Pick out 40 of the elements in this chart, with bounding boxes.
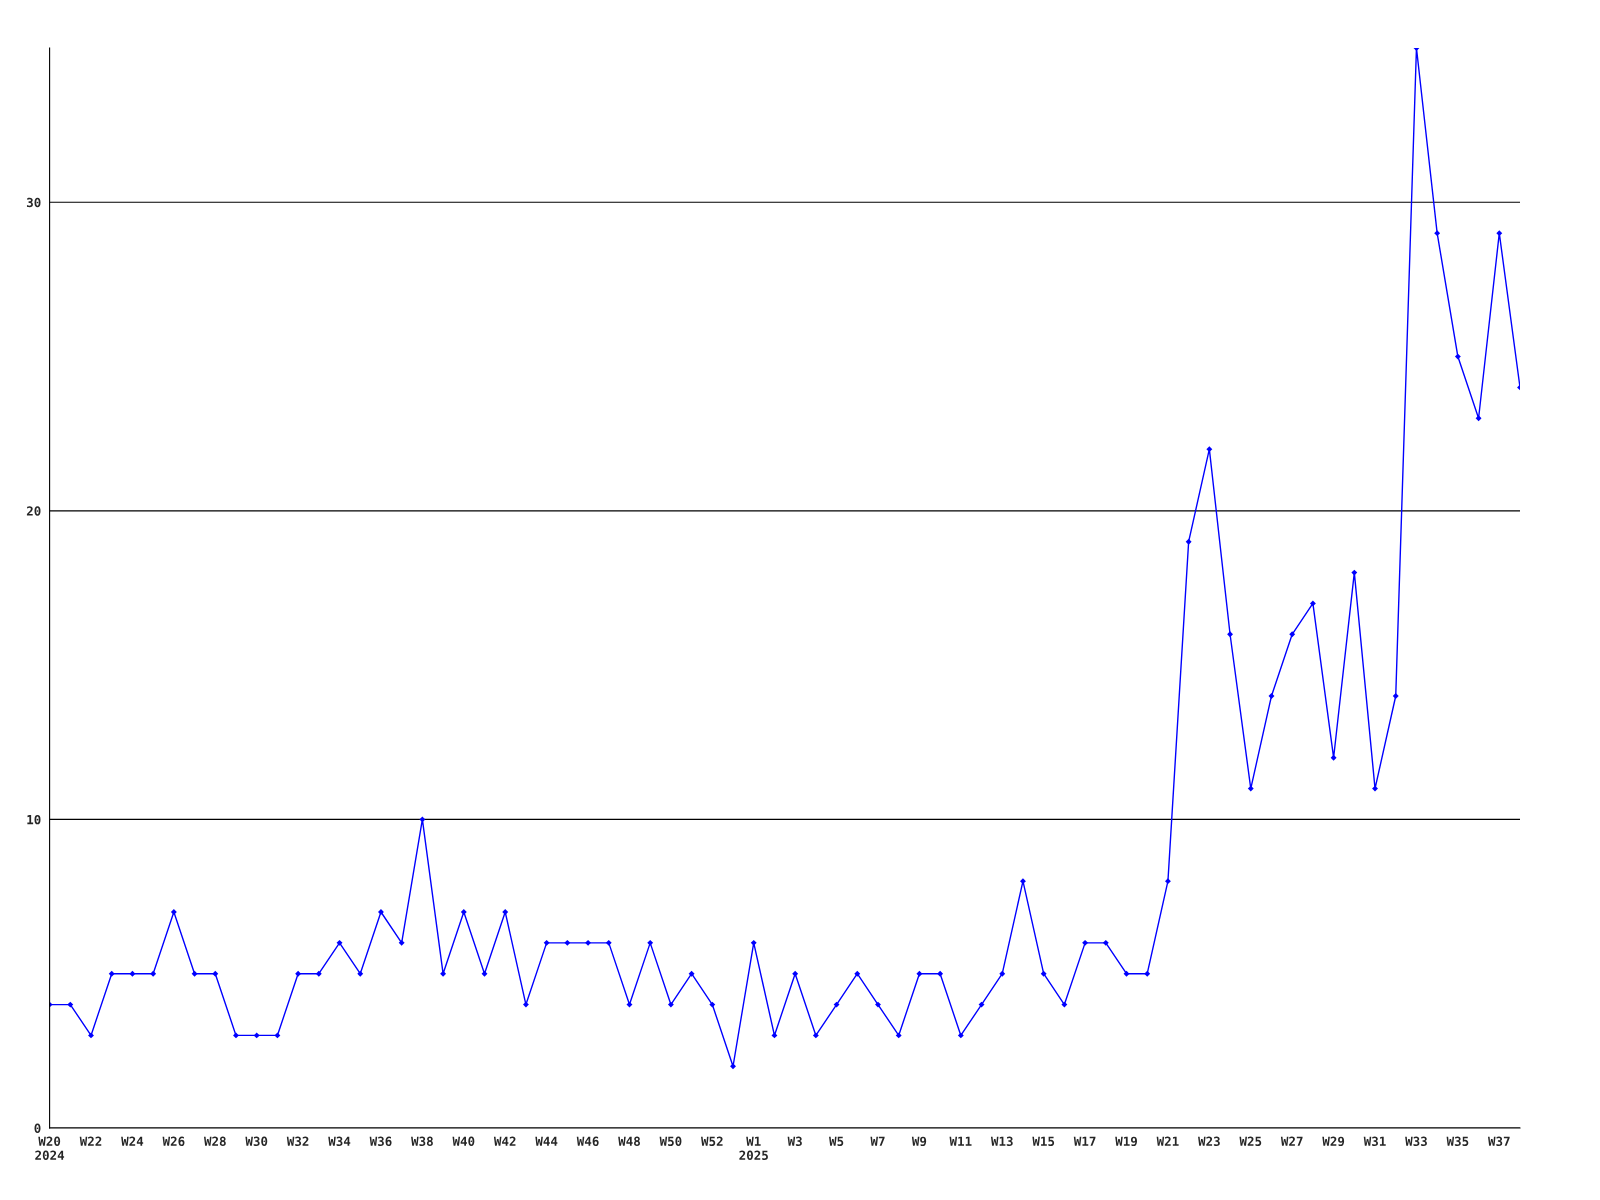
y-tick-label: 30 — [26, 197, 41, 208]
x-tick-label: W15 — [1032, 1136, 1055, 1147]
y-tick-label: 20 — [26, 506, 41, 516]
x-tick-label: W50 — [659, 1136, 682, 1147]
x-tick-label: W29 — [1322, 1136, 1345, 1147]
x-tick-label: W24 — [121, 1136, 144, 1146]
x-tick-label: W19 — [1115, 1136, 1137, 1147]
x-tick-label: W35 — [1446, 1136, 1469, 1147]
x-tick-label: W36 — [369, 1136, 392, 1147]
x-tick-label: W22 — [79, 1136, 102, 1146]
x-tick-label: W17 — [1073, 1136, 1096, 1146]
x-tick-label: W31 — [1363, 1136, 1386, 1147]
x-tick-label: W28 — [203, 1136, 226, 1147]
x-tick-label: W20 2024 — [35, 1136, 65, 1161]
x-tick-label: W46 — [576, 1136, 599, 1147]
y-tick-label: 0 — [34, 1123, 41, 1133]
x-tick-label: W38 — [411, 1136, 433, 1147]
x-tick-label: W23 — [1198, 1136, 1220, 1147]
x-tick-label: W13 — [990, 1136, 1013, 1147]
x-tick-label: W32 — [286, 1136, 309, 1147]
x-tick-label: W11 — [949, 1136, 972, 1146]
x-tick-label: W7 — [870, 1136, 885, 1146]
x-tick-label: W1 2025 — [739, 1136, 768, 1161]
x-tick-label: W5 — [829, 1136, 844, 1147]
x-tick-label: W9 — [911, 1136, 927, 1147]
x-tick-label: W52 — [701, 1136, 723, 1147]
x-tick-label: W34 — [328, 1136, 351, 1147]
x-tick-label: W27 — [1280, 1136, 1303, 1146]
x-tick-label: W40 — [452, 1136, 475, 1147]
x-tick-label: W21 — [1156, 1136, 1179, 1146]
x-tick-label: W3 — [787, 1136, 802, 1147]
x-tick-label: W26 — [162, 1136, 185, 1147]
x-tick-label: W37 — [1488, 1136, 1510, 1147]
x-tick-label: W44 — [535, 1136, 558, 1146]
x-tick-label: W25 — [1239, 1136, 1262, 1147]
x-tick-label: W42 — [493, 1136, 516, 1146]
y-tick-label: 10 — [27, 814, 41, 825]
x-tick-label: W48 — [618, 1136, 640, 1147]
x-tick-label: W30 — [245, 1136, 268, 1147]
x-tick-label: W33 — [1405, 1136, 1427, 1147]
